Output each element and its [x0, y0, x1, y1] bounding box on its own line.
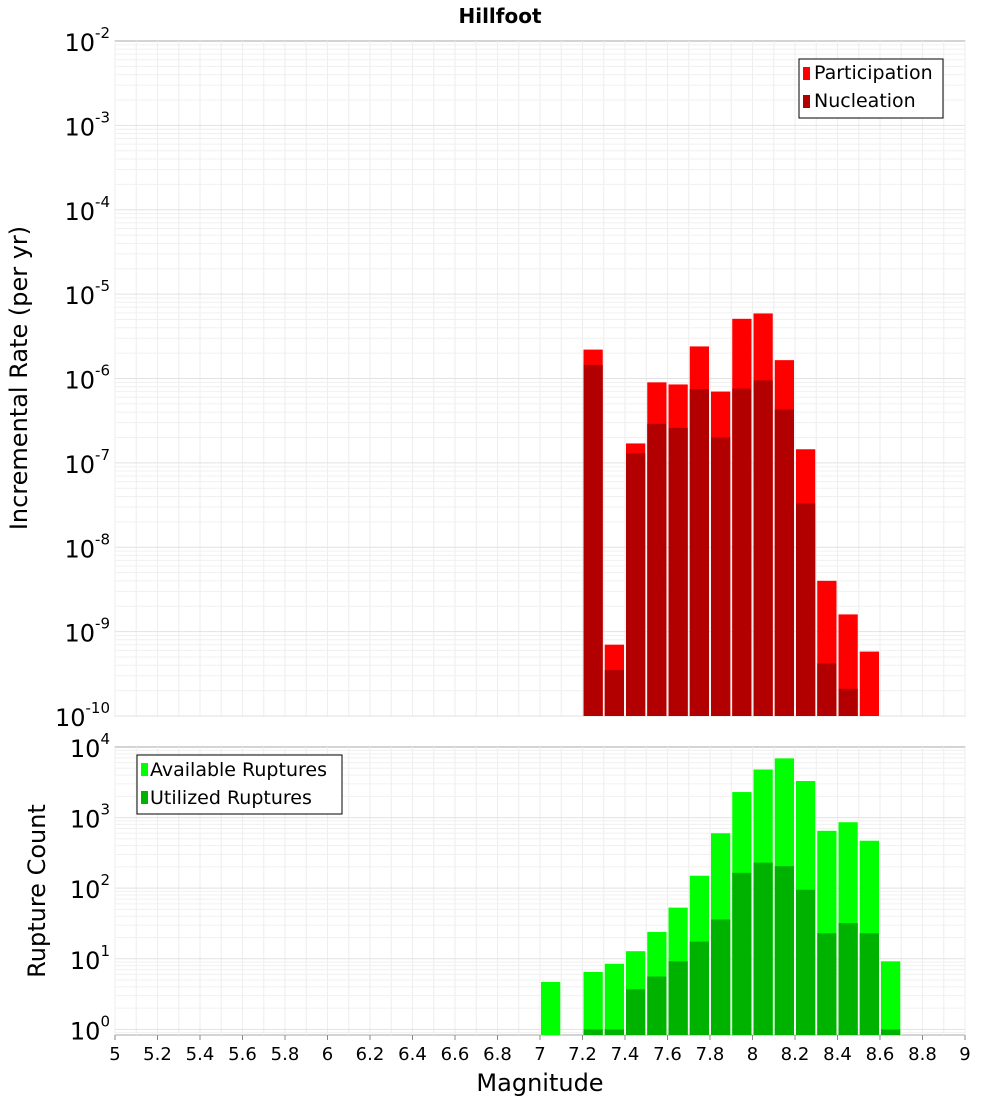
rate-bar-nucleation-7.65 [668, 427, 688, 716]
chart-title: Hillfoot [458, 4, 541, 28]
x-tick-label: 8.4 [823, 1044, 852, 1065]
nucleation-legend-swatch [803, 95, 810, 108]
rate-bar-nucleation-8.05 [753, 380, 773, 716]
rate-bar-nucleation-7.55 [647, 423, 667, 716]
rate-bar-nucleation-7.85 [711, 437, 731, 716]
count-y-tick-label: 103 [70, 801, 110, 834]
participation-legend-label: Participation [814, 62, 933, 84]
rate-bars [583, 313, 879, 716]
count-legend: Available Ruptures Utilized Ruptures [136, 754, 343, 815]
available-legend-label: Available Ruptures [150, 759, 327, 781]
rate-y-tick-label: 10-3 [64, 108, 110, 141]
count-legend-box [136, 754, 343, 815]
count-y-tick-label: 100 [70, 1012, 110, 1045]
count-bar-utilized-ruptures-8.25 [796, 889, 816, 1035]
x-tick-label: 5.4 [186, 1044, 215, 1065]
magnitude-x-axis-label: Magnitude [476, 1069, 603, 1097]
incremental-rate-panel: 10-10 10-9 10-8 10-7 10-6 10-5 10-4 10-3 10-2 In… [5, 24, 966, 732]
count-y-ticks: 100 101 102 103 104 [70, 730, 110, 1045]
rate-y-ticks: 10-10 10-9 10-8 10-7 10-6 10-5 10-4 10-3 10-2 [55, 24, 110, 732]
rate-y-tick-label: 10-7 [64, 446, 110, 479]
rate-y-tick-label: 10-8 [64, 530, 110, 563]
available-legend-swatch [141, 763, 148, 776]
count-y-tick-label: 101 [70, 942, 110, 975]
magnitude-x-ticks: 5 5.2 5.4 5.6 5.8 6 6.2 6.4 6.6 6.8 7 7.2 7.4 7.6 7.8 8… [109, 1035, 971, 1065]
participation-legend-swatch [803, 67, 810, 80]
count-bar-utilized-ruptures-8.55 [859, 933, 879, 1035]
x-tick-label: 7.2 [568, 1044, 597, 1065]
rate-bar-nucleation-7.45 [626, 453, 646, 716]
count-bar-utilized-ruptures-8.05 [753, 862, 773, 1035]
rate-y-tick-label: 10-5 [64, 277, 110, 310]
count-bar-available-ruptures-7.35 [604, 963, 624, 1035]
x-tick-label: 7.6 [653, 1044, 682, 1065]
x-tick-label: 5.6 [228, 1044, 257, 1065]
count-bar-utilized-ruptures-7.75 [689, 941, 709, 1035]
rate-bar-nucleation-8.25 [796, 503, 816, 716]
count-bar-utilized-ruptures-7.85 [711, 919, 731, 1035]
x-tick-label: 8.8 [908, 1044, 937, 1065]
count-bar-utilized-ruptures-8.35 [817, 933, 837, 1035]
rate-bar-nucleation-7.95 [732, 388, 752, 716]
rate-bar-nucleation-8.35 [817, 663, 837, 716]
count-bars [541, 758, 901, 1035]
count-bar-utilized-ruptures-7.25 [583, 1029, 603, 1035]
x-tick-label: 5.2 [143, 1044, 172, 1065]
count-bar-utilized-ruptures-8.65 [881, 1029, 901, 1035]
rate-bar-nucleation-8.15 [774, 409, 794, 716]
nucleation-legend-label: Nucleation [814, 90, 916, 112]
x-tick-label: 9 [959, 1044, 970, 1065]
x-tick-label: 6 [322, 1044, 333, 1065]
count-y-tick-label: 102 [70, 871, 110, 904]
rupture-count-panel: 100 101 102 103 104 5 5.2 5.4 5.6 5.8 6 6.2 6.4 6.6 6… [23, 730, 971, 1097]
count-bar-utilized-ruptures-7.45 [626, 989, 646, 1035]
rate-y-axis-label: Incremental Rate (per yr) [5, 226, 33, 530]
count-bar-available-ruptures-7.05 [541, 981, 561, 1035]
rate-gridlines [114, 41, 966, 717]
rate-bar-nucleation-7.25 [583, 364, 603, 716]
utilized-legend-label: Utilized Ruptures [150, 787, 312, 809]
count-y-tick-label: 104 [70, 730, 110, 763]
rate-legend: Participation Nucleation [798, 58, 944, 119]
x-tick-label: 7 [534, 1044, 545, 1065]
x-tick-label: 6.8 [483, 1044, 512, 1065]
count-y-axis-label: Rupture Count [23, 804, 51, 978]
count-bar-utilized-ruptures-7.65 [668, 961, 688, 1035]
x-tick-label: 8.6 [866, 1044, 895, 1065]
rate-y-tick-label: 10-6 [64, 362, 110, 395]
count-bar-available-ruptures-8.65 [881, 961, 901, 1035]
x-tick-label: 6.4 [398, 1044, 427, 1065]
count-bar-utilized-ruptures-7.35 [604, 1029, 624, 1035]
x-tick-label: 6.6 [441, 1044, 470, 1065]
rate-bar-nucleation-7.35 [604, 670, 624, 716]
rate-y-tick-label: 10-2 [64, 24, 110, 57]
rate-y-tick-label: 10-10 [55, 699, 110, 732]
rate-bar-nucleation-8.45 [838, 688, 858, 716]
count-bar-utilized-ruptures-8.45 [838, 923, 858, 1035]
rate-legend-box [798, 58, 944, 119]
count-bar-utilized-ruptures-7.95 [732, 872, 752, 1035]
x-tick-label: 7.8 [696, 1044, 725, 1065]
x-tick-label: 8.2 [781, 1044, 810, 1065]
count-bar-utilized-ruptures-8.15 [774, 866, 794, 1035]
count-bar-available-ruptures-7.25 [583, 971, 603, 1035]
x-tick-label: 7.4 [611, 1044, 640, 1065]
utilized-legend-swatch [141, 791, 148, 804]
rate-bar-nucleation-7.75 [689, 389, 709, 716]
x-tick-label: 8 [747, 1044, 758, 1065]
rate-y-tick-label: 10-9 [64, 615, 110, 648]
count-bar-utilized-ruptures-7.55 [647, 976, 667, 1035]
rate-y-tick-label: 10-4 [64, 193, 110, 226]
x-tick-label: 6.2 [356, 1044, 385, 1065]
x-tick-label: 5.8 [271, 1044, 300, 1065]
x-tick-label: 5 [109, 1044, 120, 1065]
rate-bar-participation-8.55 [859, 651, 879, 716]
